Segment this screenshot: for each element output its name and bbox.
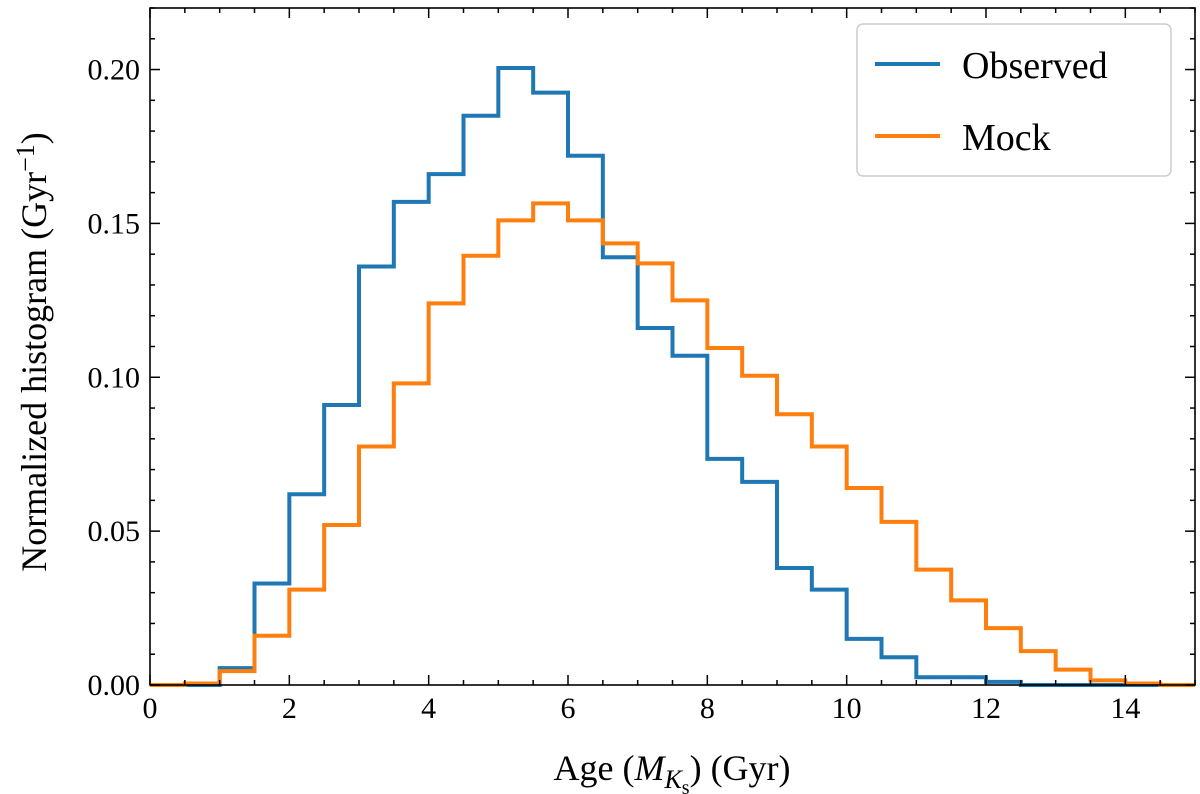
legend-label-observed: Observed	[962, 45, 1108, 87]
x-tick-label-14: 14	[1110, 692, 1140, 725]
ticks-layer: 0 2 4 6 8 10 12 14 0.00 0.05 0.10 0.15 0.20	[88, 7, 1196, 725]
y-tick-label-0.00: 0.00	[88, 669, 141, 702]
y-tick-label-0.20: 0.20	[88, 54, 141, 87]
x-tick-label-2: 2	[282, 692, 297, 725]
legend-label-mock: Mock	[962, 117, 1051, 159]
x-tick-label-8: 8	[700, 692, 715, 725]
x-tick-label-0: 0	[143, 692, 158, 725]
series-observed-line	[150, 66, 1195, 687]
x-tick-label-12: 12	[971, 692, 1001, 725]
x-tick-label-10: 10	[832, 692, 862, 725]
y-tick-label-0.15: 0.15	[88, 207, 141, 240]
plot-frame	[149, 7, 1196, 686]
x-tick-label-6: 6	[561, 692, 576, 725]
legend: Observed Mock	[856, 23, 1172, 177]
series-layer	[150, 66, 1195, 687]
x-tick-label-4: 4	[421, 692, 436, 725]
y-tick-label-0.10: 0.10	[88, 361, 141, 394]
y-axis-title: Normalized histogram (Gyr−1)	[11, 132, 54, 572]
series-mock-line	[150, 201, 1195, 687]
x-axis-title: Age (MKs) (Gyr)	[553, 748, 790, 794]
y-tick-label-0.05: 0.05	[88, 515, 141, 548]
